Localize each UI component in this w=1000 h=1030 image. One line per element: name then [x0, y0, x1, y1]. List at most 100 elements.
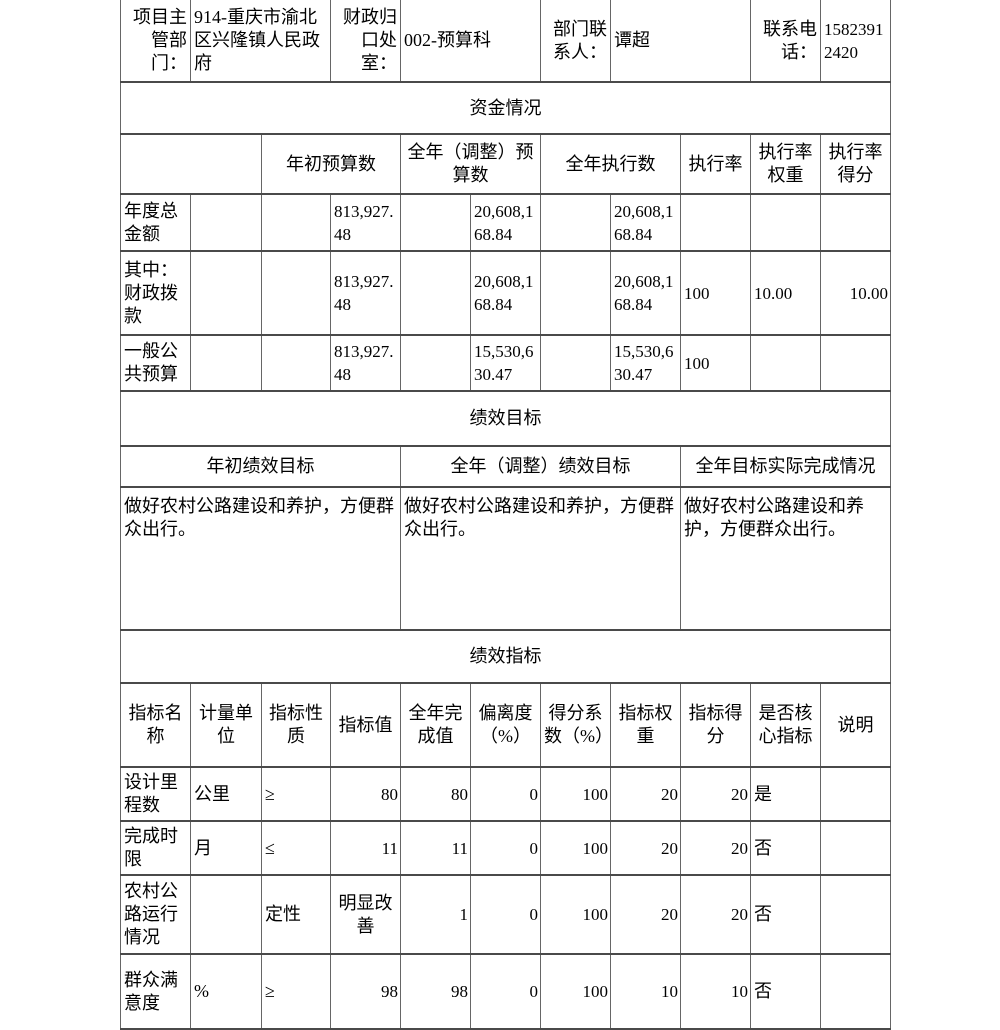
indicator-note [820, 874, 891, 955]
funding-header-row: 年初预算数 全年（调整）预算数 全年执行数 执行率 执行率权重 执行率得分 [120, 133, 891, 195]
ind-col-unit: 计量单位 [190, 682, 262, 768]
funding-col-rate-weight: 执行率权重 [750, 133, 821, 195]
adjusted-budget-value: 20,608,168.84 [470, 250, 541, 336]
indicator-coefficient: 100 [540, 820, 611, 876]
indicator-core-flag: 否 [750, 953, 821, 1030]
indicator-actual: 98 [400, 953, 471, 1030]
indicator-actual: 11 [400, 820, 471, 876]
executed-value: 20,608,168.84 [610, 193, 681, 252]
finance-office-value: 002-预算科 [400, 0, 541, 83]
indicator-weight: 20 [610, 874, 681, 955]
indicators-header-row: 指标名称 计量单位 指标性质 指标值 全年完成值 偏离度（%） 得分系数（%） … [120, 682, 891, 768]
funding-section-title: 资金情况 [120, 81, 891, 135]
goal-adjusted-text: 做好农村公路建设和养护，方便群众出行。 [400, 486, 681, 631]
indicator-deviation: 0 [470, 766, 541, 822]
indicator-note [820, 953, 891, 1030]
indicator-target: 80 [330, 766, 401, 822]
indicator-coefficient: 100 [540, 874, 611, 955]
funding-row-label: 其中：财政拨款 [120, 250, 191, 336]
phone-label: 联系电话： [750, 0, 821, 83]
funding-row-label: 一般公共预算 [120, 334, 191, 392]
empty-cell [190, 334, 262, 392]
ind-col-score: 指标得分 [680, 682, 751, 768]
exec-rate-value: 100 [680, 334, 751, 392]
rate-score-value: 10.00 [820, 250, 891, 336]
ind-col-actual: 全年完成值 [400, 682, 471, 768]
rate-weight-value [750, 193, 821, 252]
indicator-core-flag: 是 [750, 766, 821, 822]
indicator-nature: 定性 [261, 874, 331, 955]
indicator-unit: 月 [190, 820, 262, 876]
indicator-note [820, 766, 891, 822]
funding-row-annual-total: 年度总金额 813,927.48 20,608,168.84 20,608,16… [120, 193, 891, 252]
goal-initial-text: 做好农村公路建设和养护，方便群众出行。 [120, 486, 401, 631]
empty-cell [261, 250, 331, 336]
funding-row-general-public-budget: 一般公共预算 813,927.48 15,530,630.47 15,530,6… [120, 334, 891, 392]
finance-office-label: 财政归口处室： [330, 0, 401, 83]
goals-col-initial: 年初绩效目标 [120, 445, 401, 488]
exec-rate-value [680, 193, 751, 252]
indicator-weight: 10 [610, 953, 681, 1030]
indicator-score: 20 [680, 874, 751, 955]
contact-person-label: 部门联系人： [540, 0, 611, 83]
indicator-unit [190, 874, 262, 955]
indicator-note [820, 820, 891, 876]
rate-weight-value [750, 334, 821, 392]
empty-cell [400, 193, 471, 252]
goals-header-row: 年初绩效目标 全年（调整）绩效目标 全年目标实际完成情况 [120, 445, 891, 488]
initial-budget-value: 813,927.48 [330, 250, 401, 336]
indicator-core-flag: 否 [750, 820, 821, 876]
empty-cell [261, 193, 331, 252]
empty-cell [540, 250, 611, 336]
indicator-nature: ≤ [261, 820, 331, 876]
empty-cell [120, 133, 262, 195]
goals-section-title: 绩效目标 [120, 390, 891, 447]
indicator-name: 群众满意度 [120, 953, 191, 1030]
phone-value: 15823912420 [820, 0, 891, 83]
funding-section-row: 资金情况 [120, 81, 891, 135]
indicator-unit: 公里 [190, 766, 262, 822]
contact-person-value: 谭超 [610, 0, 751, 83]
indicator-deviation: 0 [470, 953, 541, 1030]
indicator-row-rural-road-condition: 农村公路运行情况 定性 明显改善 1 0 100 20 20 否 [120, 874, 891, 955]
indicator-coefficient: 100 [540, 766, 611, 822]
indicator-actual: 80 [400, 766, 471, 822]
empty-cell [540, 334, 611, 392]
adjusted-budget-value: 20,608,168.84 [470, 193, 541, 252]
executed-value: 20,608,168.84 [610, 250, 681, 336]
funding-col-executed: 全年执行数 [540, 133, 681, 195]
empty-cell [190, 250, 262, 336]
goals-col-adjusted: 全年（调整）绩效目标 [400, 445, 681, 488]
indicator-name: 完成时限 [120, 820, 191, 876]
initial-budget-value: 813,927.48 [330, 193, 401, 252]
indicator-name: 农村公路运行情况 [120, 874, 191, 955]
goals-section-row: 绩效目标 [120, 390, 891, 447]
ind-col-name: 指标名称 [120, 682, 191, 768]
empty-cell [190, 193, 262, 252]
indicator-weight: 20 [610, 766, 681, 822]
indicator-nature: ≥ [261, 766, 331, 822]
rate-score-value [820, 193, 891, 252]
indicator-core-flag: 否 [750, 874, 821, 955]
funding-row-label: 年度总金额 [120, 193, 191, 252]
indicator-target: 明显改善 [330, 874, 401, 955]
project-department-label: 项目主管部门： [120, 0, 191, 83]
exec-rate-value: 100 [680, 250, 751, 336]
rate-score-value [820, 334, 891, 392]
indicator-nature: ≥ [261, 953, 331, 1030]
empty-cell [261, 334, 331, 392]
goals-col-actual: 全年目标实际完成情况 [680, 445, 891, 488]
ind-col-weight: 指标权重 [610, 682, 681, 768]
indicator-name: 设计里程数 [120, 766, 191, 822]
indicator-coefficient: 100 [540, 953, 611, 1030]
executed-value: 15,530,630.47 [610, 334, 681, 392]
indicator-weight: 20 [610, 820, 681, 876]
indicators-section-title: 绩效指标 [120, 629, 891, 684]
indicator-score: 20 [680, 766, 751, 822]
indicator-actual: 1 [400, 874, 471, 955]
indicator-score: 10 [680, 953, 751, 1030]
funding-col-adjusted-budget: 全年（调整）预算数 [400, 133, 541, 195]
empty-cell [400, 250, 471, 336]
empty-cell [400, 334, 471, 392]
goal-actual-text: 做好农村公路建设和养护，方便群众出行。 [680, 486, 891, 631]
